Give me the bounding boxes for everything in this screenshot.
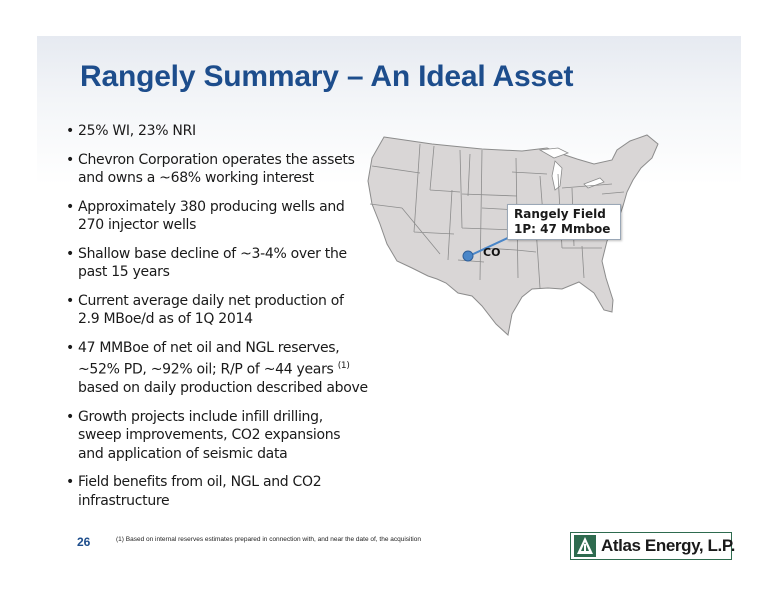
bullet-marker: • [66, 292, 74, 309]
bullet-text: Approximately 380 producing wells and 27… [78, 198, 345, 234]
bullet-text-part: 47 MMBoe of net oil and NGL reserves, ~5… [78, 339, 340, 378]
bullet-text: 25% WI, 23% NRI [78, 123, 196, 139]
page-number: 26 [77, 535, 91, 549]
slide-title: Rangely Summary – An Ideal Asset [80, 60, 574, 93]
lake-superior [538, 147, 570, 159]
bullet-item: • Approximately 380 producing wells and 2… [64, 198, 369, 235]
bullet-item: • Current average daily net production of… [64, 292, 369, 329]
colorado-label: CO [483, 246, 501, 259]
rangely-field-callout: Rangely Field 1P: 47 Mmboe [507, 204, 621, 240]
bullet-item: • 47 MMBoe of net oil and NGL reserves, ~… [64, 339, 369, 398]
footnote: (1) Based on internal reserves estimates… [116, 536, 421, 543]
bullet-item: • Chevron Corporation operates the assets… [64, 151, 369, 188]
bullet-marker: • [66, 245, 74, 262]
bullet-item: • Growth projects include infill drilling… [64, 408, 369, 464]
lake-michigan [551, 160, 563, 191]
bullet-text: Chevron Corporation operates the assets … [78, 151, 355, 187]
bullet-marker: • [66, 339, 74, 356]
bullet-marker: • [66, 123, 74, 139]
bullet-marker: • [66, 198, 74, 215]
atlas-energy-logo: Atlas Energy, L.P. [570, 532, 735, 560]
bullet-marker: • [66, 408, 74, 425]
callout-title: Rangely Field [514, 207, 606, 221]
logo-text: Atlas Energy, L.P. [601, 536, 735, 555]
bullet-item: • 25% WI, 23% NRI [64, 122, 369, 141]
slide: Rangely Summary – An Ideal Asset • 25% WI… [37, 36, 741, 566]
atlas-logo-icon [574, 535, 596, 557]
bullet-text: Current average daily net production of … [78, 292, 344, 328]
bullet-text: Field benefits from oil, NGL and CO2 inf… [78, 474, 322, 509]
bullet-text: Shallow base decline of ~3-4% over the p… [78, 245, 347, 281]
bullet-text-part: based on daily production described abov… [78, 380, 368, 397]
footnote-reference: (1) [337, 361, 350, 371]
callout-reserves: 1P: 47 Mmboe [514, 222, 611, 236]
bullet-text: Growth projects include infill drilling,… [78, 408, 341, 462]
bullet-marker: • [66, 151, 74, 168]
bullet-item: • Shallow base decline of ~3-4% over the … [64, 245, 369, 282]
bullet-marker: • [66, 474, 74, 491]
callout-leader-line [468, 235, 513, 257]
bullet-item: • Field benefits from oil, NGL and CO2 in… [64, 473, 369, 510]
bullet-list: • 25% WI, 23% NRI • Chevron Corporation op… [64, 122, 369, 520]
rangely-field-marker [462, 250, 474, 262]
